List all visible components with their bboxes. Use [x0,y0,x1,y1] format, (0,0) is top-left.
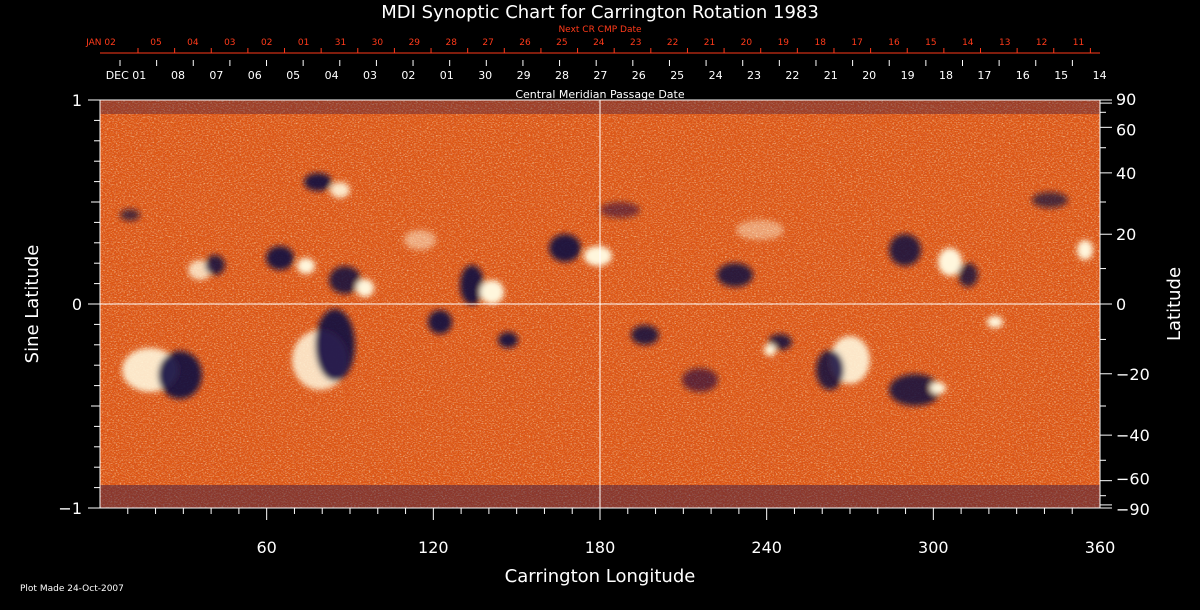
cmp-date-label: 22 [785,69,799,82]
y-left-tick-label: −1 [58,499,82,518]
cmp-date-label: 30 [478,69,492,82]
next-cr-date-label: 12 [1036,38,1047,48]
x-axis-ticks: 60 120 180 240 300 360 [127,508,1116,557]
cmp-date-label: 20 [862,69,876,82]
y-right-tick-label: 40 [1116,164,1136,183]
cmp-date-label: 16 [1016,69,1030,82]
cmp-date-label: 06 [248,69,262,82]
y-left-tick-label: 0 [72,295,82,314]
next-cr-date-label: 24 [593,38,605,48]
next-cr-date-label: 19 [778,38,790,48]
x-tick-label: 60 [256,538,276,557]
next-cr-date-label: 04 [187,38,199,48]
x-tick-label: 240 [751,538,782,557]
x-tick-label: 180 [585,538,616,557]
cmp-date-label: 24 [709,69,723,82]
x-tick-label: 300 [918,538,949,557]
x-tick-label: 360 [1085,538,1116,557]
next-cr-date-label: 02 [261,38,272,48]
cmp-date-label: 25 [670,69,684,82]
next-cr-date-label: 20 [741,38,753,48]
y-right-tick-label: −20 [1116,365,1150,384]
next-cr-date-label: 16 [888,38,900,48]
y-right-tick-label: 90 [1116,90,1136,109]
next-cr-date-label: 17 [851,38,862,48]
cmp-date-label: 14 [1093,69,1107,82]
y-right-tick-label: −40 [1116,426,1150,445]
cmp-date-label: 04 [325,69,339,82]
x-axis-title: Carrington Longitude [505,566,696,587]
cmp-date-label: 29 [517,69,531,82]
next-cr-date-label: 23 [630,38,641,48]
y-axis-left-title: Sine Latitude [22,245,43,364]
y-right-tick-label: −60 [1116,470,1150,489]
cmp-date-label: 27 [593,69,607,82]
next-cr-date-label: 18 [814,38,826,48]
next-cr-date-label: 05 [150,38,161,48]
cmp-date-label: 19 [901,69,915,82]
x-tick-label: 120 [418,538,449,557]
next-cr-date-label: 25 [556,38,567,48]
cmp-date-label: 17 [977,69,991,82]
next-cr-date-labels: JAN 02 05 04 03 02 01 31 30 29 28 27 26 25 24 23 22 21 20… [85,38,1091,53]
next-cr-date-label: 22 [667,38,678,48]
cmp-date-label: 02 [401,69,415,82]
next-cr-date-label: 26 [519,38,531,48]
next-cr-date-label: 28 [445,38,457,48]
next-cr-date-label: 29 [409,38,421,48]
next-cr-date-label: JAN 02 [85,38,116,48]
cmp-date-label: 26 [632,69,646,82]
next-cr-date-label: 15 [925,38,936,48]
cmp-date-label: DEC 01 [106,69,147,82]
y-axis-left-ticks: 1 0 −1 [58,91,100,518]
cmp-axis-label: Central Meridian Passage Date [515,88,684,101]
cmp-date-label: 08 [171,69,185,82]
next-cr-date-label: 21 [704,38,715,48]
cmp-date-label: 05 [286,69,300,82]
y-right-tick-label: −90 [1116,500,1150,519]
plot-made-note: Plot Made 24-Oct-2007 [20,584,124,594]
next-cr-date-label: 14 [962,38,974,48]
cmp-date-label: 28 [555,69,569,82]
cmp-date-label: 01 [440,69,454,82]
cmp-date-label: 21 [824,69,838,82]
cmp-date-label: 07 [209,69,223,82]
next-cr-date-label: 31 [335,38,346,48]
next-cr-date-label: 11 [1073,38,1084,48]
next-cr-date-label: 30 [372,38,384,48]
y-right-tick-label: 20 [1116,225,1136,244]
next-cr-date-label: 13 [999,38,1010,48]
cmp-date-label: 03 [363,69,377,82]
next-cr-date-label: 03 [224,38,235,48]
y-axis-right-title: Latitude [1164,267,1185,341]
cmp-date-label: 15 [1054,69,1068,82]
y-left-tick-label: 1 [72,91,82,110]
next-cr-date-label: 01 [298,38,309,48]
cmp-date-label: 18 [939,69,953,82]
next-cr-axis-label: Next CR CMP Date [558,25,642,35]
y-axis-right-ticks: 90 60 40 20 0 −20 −40 −60 −90 [1100,90,1150,519]
next-cr-date-label: 27 [482,38,493,48]
cmp-date-label: 23 [747,69,761,82]
y-right-tick-label: 0 [1116,295,1126,314]
chart-title: MDI Synoptic Chart for Carrington Rotati… [381,2,819,23]
y-right-tick-label: 60 [1116,120,1136,139]
